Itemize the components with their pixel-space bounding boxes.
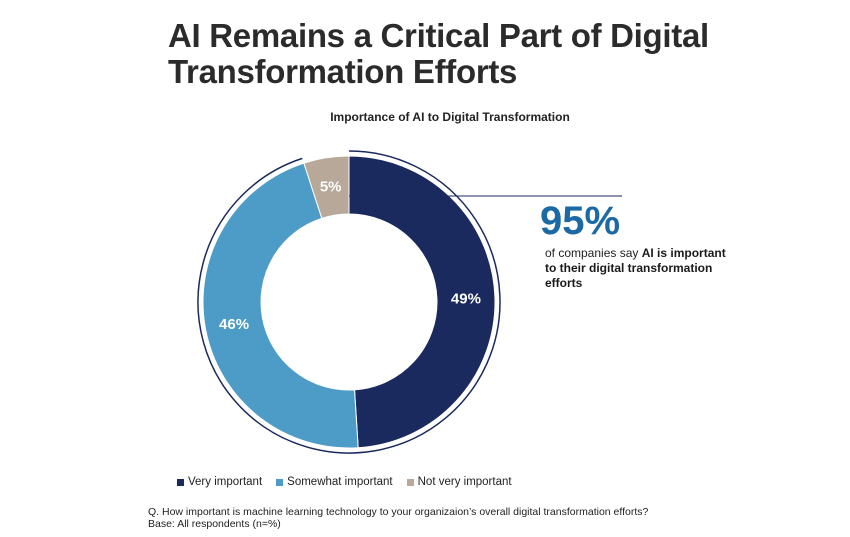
donut-outline-arc bbox=[197, 150, 501, 454]
legend-label-very-important: Very important bbox=[188, 476, 263, 488]
page-title: AI Remains a Critical Part of Digital Tr… bbox=[168, 18, 808, 90]
chart-legend: Very important Somewhat important Not ve… bbox=[177, 476, 512, 488]
legend-swatch-very-important bbox=[177, 478, 184, 486]
chart-title: Importance of AI to Digital Transformati… bbox=[330, 110, 570, 124]
donut-slices bbox=[202, 155, 496, 449]
legend-swatch-somewhat-important bbox=[276, 478, 284, 486]
legend-label-not-very-important: Not very important bbox=[417, 476, 512, 488]
callout-text-bold: AI is important to their digital transfo… bbox=[545, 246, 726, 290]
donut-label-somewhat-important: 46% bbox=[219, 316, 249, 333]
callout-percentage: 95% bbox=[540, 199, 621, 243]
page-title-line-2: Transformation Efforts bbox=[168, 53, 518, 90]
footnote-base: Base: All respondents (n=%) bbox=[148, 518, 281, 530]
donut-label-not-very-important: 5% bbox=[320, 178, 342, 195]
footnote: Q. How important is machine learning tec… bbox=[148, 506, 648, 530]
legend-label-somewhat-important: Somewhat important bbox=[287, 476, 393, 488]
legend-swatch-not-very-important bbox=[406, 478, 414, 486]
donut-slice-very-important bbox=[348, 155, 496, 449]
legend-item-very-important: Very important bbox=[177, 476, 262, 488]
legend-item-not-very-important: Not very important bbox=[406, 476, 512, 488]
donut-label-very-important: 49% bbox=[451, 290, 481, 307]
callout-text-prefix: of companies say bbox=[545, 246, 642, 260]
legend-item-somewhat-important: Somewhat important bbox=[276, 476, 393, 488]
donut-slice-labels: 49% 46% 5% bbox=[219, 178, 481, 332]
donut-slice-not-very-important bbox=[303, 155, 350, 219]
callout-text: of companies say AI is important to thei… bbox=[545, 246, 735, 291]
page-title-line-1: AI Remains a Critical Part of Digital bbox=[168, 17, 709, 54]
footnote-question: Q. How important is machine learning tec… bbox=[148, 506, 649, 518]
donut-slice-somewhat-important bbox=[202, 162, 359, 449]
